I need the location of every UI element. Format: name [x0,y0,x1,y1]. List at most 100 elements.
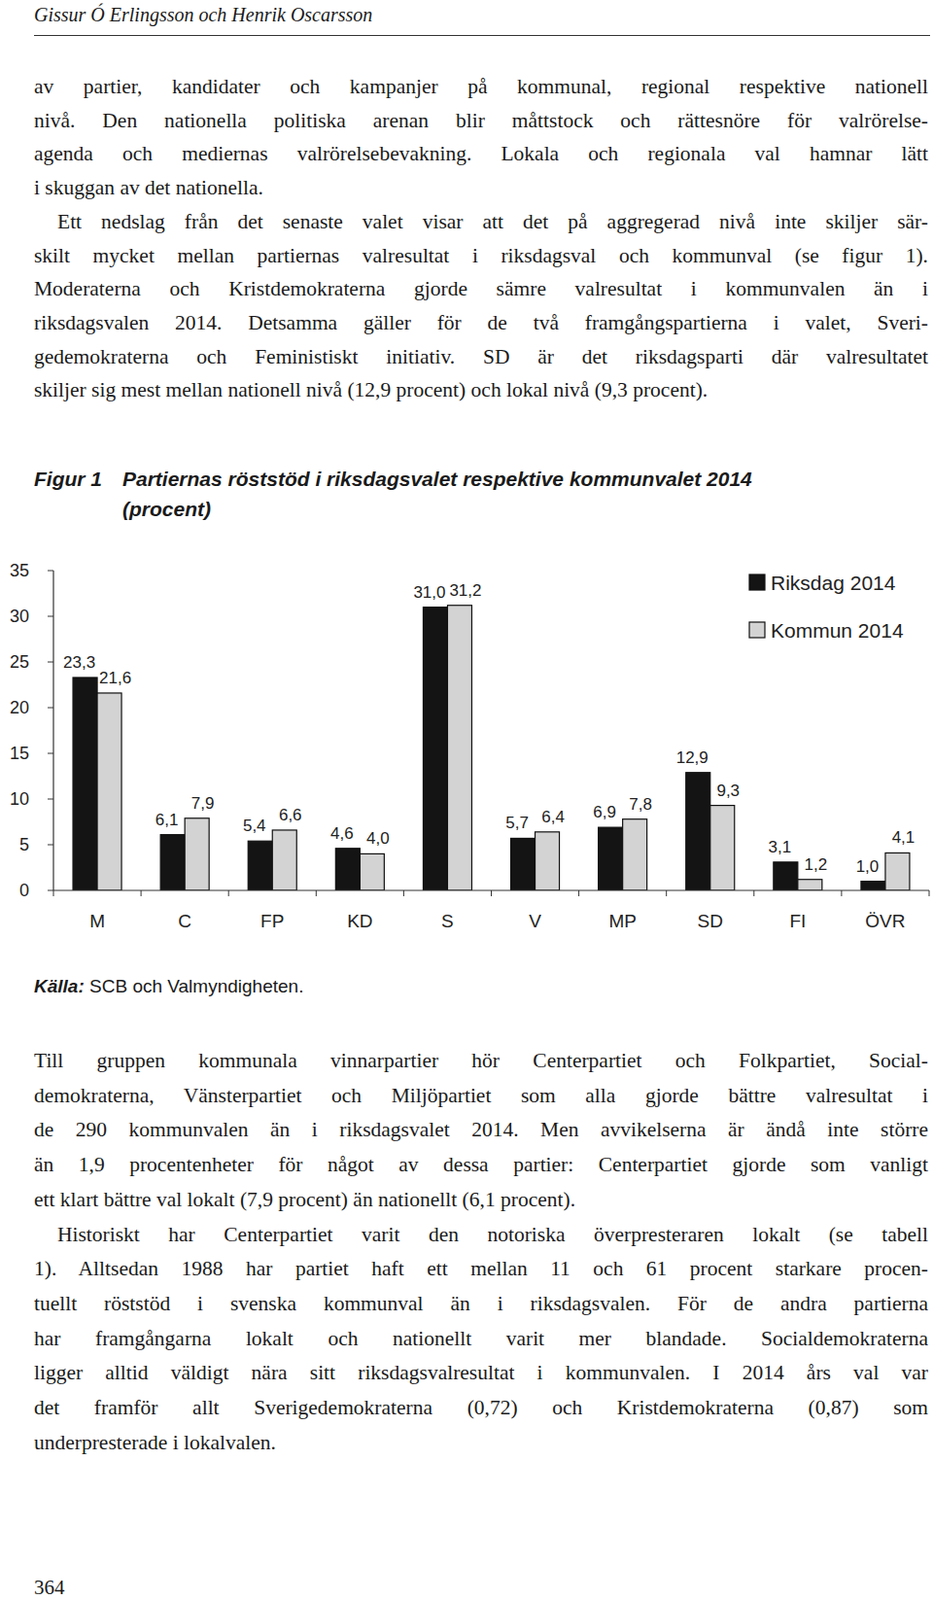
figure-source: Källa: SCB och Valmyndigheten. [34,974,304,999]
bar [598,827,623,891]
bars [72,605,910,891]
data-label: 9,3 [716,781,740,800]
data-label: 4,1 [892,828,916,847]
category-label: C [177,910,192,932]
text-line: agenda och mediernas valrörelsebevakning… [34,137,929,171]
bar [160,834,185,891]
bar [686,772,711,891]
bar [335,848,360,891]
text-line: tuellt röststöd i svenska kommunval än i… [34,1286,929,1320]
data-label: 21,6 [99,668,132,688]
category-label: V [528,910,542,932]
text-line: det framför allt Sverigedemokraterna (0,… [34,1390,929,1424]
x-tick [140,890,142,897]
bar [861,881,886,891]
category-label: M [89,910,105,932]
y-tick-label: 25 [9,652,30,672]
text-line: har framgångarna lokalt och nationellt v… [34,1321,929,1355]
text-line: skiljer sig mest mellan nationell nivå (… [34,373,929,407]
page: Gissur Ó Erlingsson och Henrik Oscarsson… [0,0,933,1600]
bar [247,840,273,891]
x-tick [929,890,931,897]
y-tick-label: 5 [19,834,30,855]
data-label: 7,8 [628,794,653,814]
text-line: Moderaterna och Kristdemokraterna gjorde… [34,272,929,306]
text-line: de 290 kommunvalen än i riksdagsvalet 20… [34,1112,929,1146]
y-tick-label: 20 [9,697,30,718]
bar [797,879,823,891]
y-tick-label: 10 [9,789,30,809]
data-label: 4,0 [366,829,390,848]
data-label: 5,7 [505,813,529,832]
bar [622,819,648,891]
data-label: 3,1 [768,837,793,857]
data-label: 5,4 [242,816,267,835]
text-line: av partier, kandidater och kampanjer på … [34,69,929,104]
category-label: FP [260,910,284,932]
x-tick [578,890,580,897]
header-rule [34,34,931,36]
bar [97,692,122,891]
page-number: 364 [34,1573,66,1600]
bar [885,852,910,891]
category-label: MP [608,910,637,932]
text-line: 1). Alltsedan 1988 har partiet haft ett … [34,1251,929,1285]
legend-swatch [749,574,765,590]
text-line: Till gruppen kommunala vinnarpartier hör… [34,1043,929,1077]
y-tick [47,798,54,800]
x-tick [403,890,405,897]
legend-label: Riksdag 2014 [770,571,897,594]
text-line: demokraterna, Vänsterpartiet och Miljöpa… [34,1078,929,1112]
running-header: Gissur Ó Erlingsson och Henrik Oscarsson [34,1,373,28]
y-tick [47,844,54,846]
x-tick [490,890,492,897]
bar [272,829,297,891]
bar [447,605,472,891]
category-label: SD [697,910,724,932]
chart: 05101520253035MCFPKDSVMPSDFIÖVR23,36,15,… [0,0,933,1600]
figure-label: Figur 1 [34,465,103,493]
text-line: riksdagsvalen 2014. Detsamma gäller för … [34,306,929,340]
y-tick [47,707,54,709]
y-tick [47,890,54,892]
text-line: än 1,9 procentenheter för något av dessa… [34,1147,929,1181]
data-label: 31,0 [413,583,446,602]
data-label: 6,9 [592,802,617,822]
x-tick [840,890,842,897]
text-line: underpresterade i lokalvalen. [34,1425,929,1459]
data-label: 1,2 [804,855,829,874]
x-tick [53,890,55,897]
y-tick-label: 15 [9,743,30,763]
data-label: 7,9 [191,794,215,813]
y-tick [47,616,54,618]
source-text: SCB och Valmyndigheten. [89,975,304,997]
data-label: 23,3 [63,653,96,672]
x-tick [665,890,667,897]
y-tick [47,661,54,663]
legend-label: Kommun 2014 [770,619,904,642]
data-label: 6,6 [278,805,303,825]
text-line: i skuggan av det nationella. [34,171,929,205]
y-tick [47,570,54,572]
x-tick [753,890,755,897]
category-label: S [441,910,454,932]
y-tick-label: 35 [9,560,30,581]
bar [773,862,798,891]
bar [422,607,448,891]
category-label: KD [346,910,373,932]
data-label: 6,1 [155,810,179,830]
figure-title: (procent) [122,495,211,523]
legend-swatch [749,622,765,638]
data-label: 31,2 [449,581,482,600]
y-tick-label: 0 [19,880,30,900]
y-tick [47,753,54,755]
text-line: ligger alltid väldigt nära sitt riksdags… [34,1355,929,1389]
bar [72,677,98,891]
y-axis [52,570,54,891]
bar [511,837,536,891]
text-line: nivå. Den nationella politiska arenan bl… [34,103,929,138]
text-line: skilt mycket mellan partiernas valresult… [34,239,929,273]
bar [184,818,209,891]
figure-title: Partiernas röststöd i riksdagsvalet resp… [122,465,753,493]
data-label: 12,9 [676,748,709,767]
